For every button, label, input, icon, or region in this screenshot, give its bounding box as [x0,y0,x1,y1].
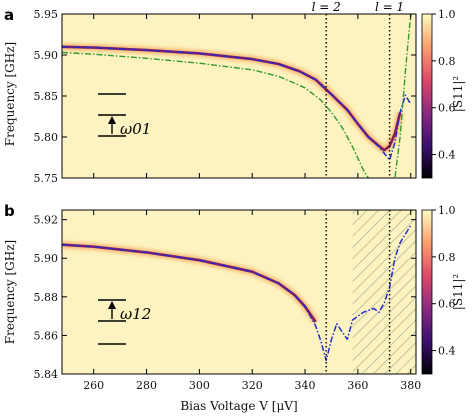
colorbar-a: 0.4 0.6 0.8 1.0 |S11|² [421,8,465,179]
cbar-tick-label-b-1: 0.6 [438,298,456,311]
ytick-label-b-3: 5.90 [34,252,59,265]
ytick-label-b-2: 5.88 [34,291,59,304]
vline-label-1: l = 1 [375,0,404,14]
vline-label-0: l = 2 [312,0,341,14]
colorbar-b: 0.4 0.6 0.8 1.0 |S11|² [421,204,465,375]
level-diagram-a: ω01 [98,93,151,138]
series-a-2 [62,14,412,178]
xtick-label-0: 260 [83,379,104,392]
xtick-label-6: 380 [400,379,421,392]
cbar-tick-label-a-2: 0.8 [438,55,456,68]
cbar-tick-label-a-0: 0.4 [438,149,456,162]
panel-a-frame [61,13,417,179]
colorbar-b-label: |S11|² [451,274,465,311]
level-diagram-b: ω12 [98,299,151,345]
panel-b-letter: b [4,202,15,220]
x-axis-label: Bias Voltage V [μV] [180,399,297,413]
xtick-label-2: 300 [189,379,210,392]
level-label-a: ω01 [120,120,151,138]
panel-a-background [62,14,416,178]
cbar-tick-label-a-1: 0.6 [438,102,456,115]
ytick-label-a-0: 5.75 [34,172,59,185]
cbar-tick-label-b-3: 1.0 [438,204,456,217]
xtick-label-3: 320 [242,379,263,392]
cbar-tick-label-b-0: 0.4 [438,345,456,358]
xtick-label-5: 360 [347,379,368,392]
hatched-region [352,210,416,374]
cbar-tick-label-b-2: 0.8 [438,251,456,264]
ytick-label-b-1: 5.86 [34,329,59,342]
panel-a-plot: 5.75 5.80 5.85 5.90 5.95 ω01 [34,8,417,185]
panel-b-plot: 5.84 5.86 5.88 5.90 5.92 260 280 300 320 340 360 38… [34,209,421,392]
panel-a-letter: a [4,6,14,24]
panel-b-frame [61,209,417,375]
xtick-label-1: 280 [136,379,157,392]
level-label-b: ω12 [120,305,151,323]
colorbar-a-label: |S11|² [451,76,465,113]
ytick-label-a-2: 5.85 [34,90,59,103]
ytick-label-a-1: 5.80 [34,131,59,144]
series-a-1 [62,46,412,161]
ytick-label-b-0: 5.84 [34,368,59,381]
ytick-label-b-4: 5.92 [34,214,59,227]
ytick-label-a-3: 5.90 [34,49,59,62]
cbar-tick-label-a-3: 1.0 [438,8,456,21]
panel-a-ylabel: Frequency [GHz] [3,42,17,146]
xtick-label-4: 340 [295,379,316,392]
ytick-label-a-4: 5.95 [34,8,59,21]
panel-b-ylabel: Frequency [GHz] [3,240,17,344]
